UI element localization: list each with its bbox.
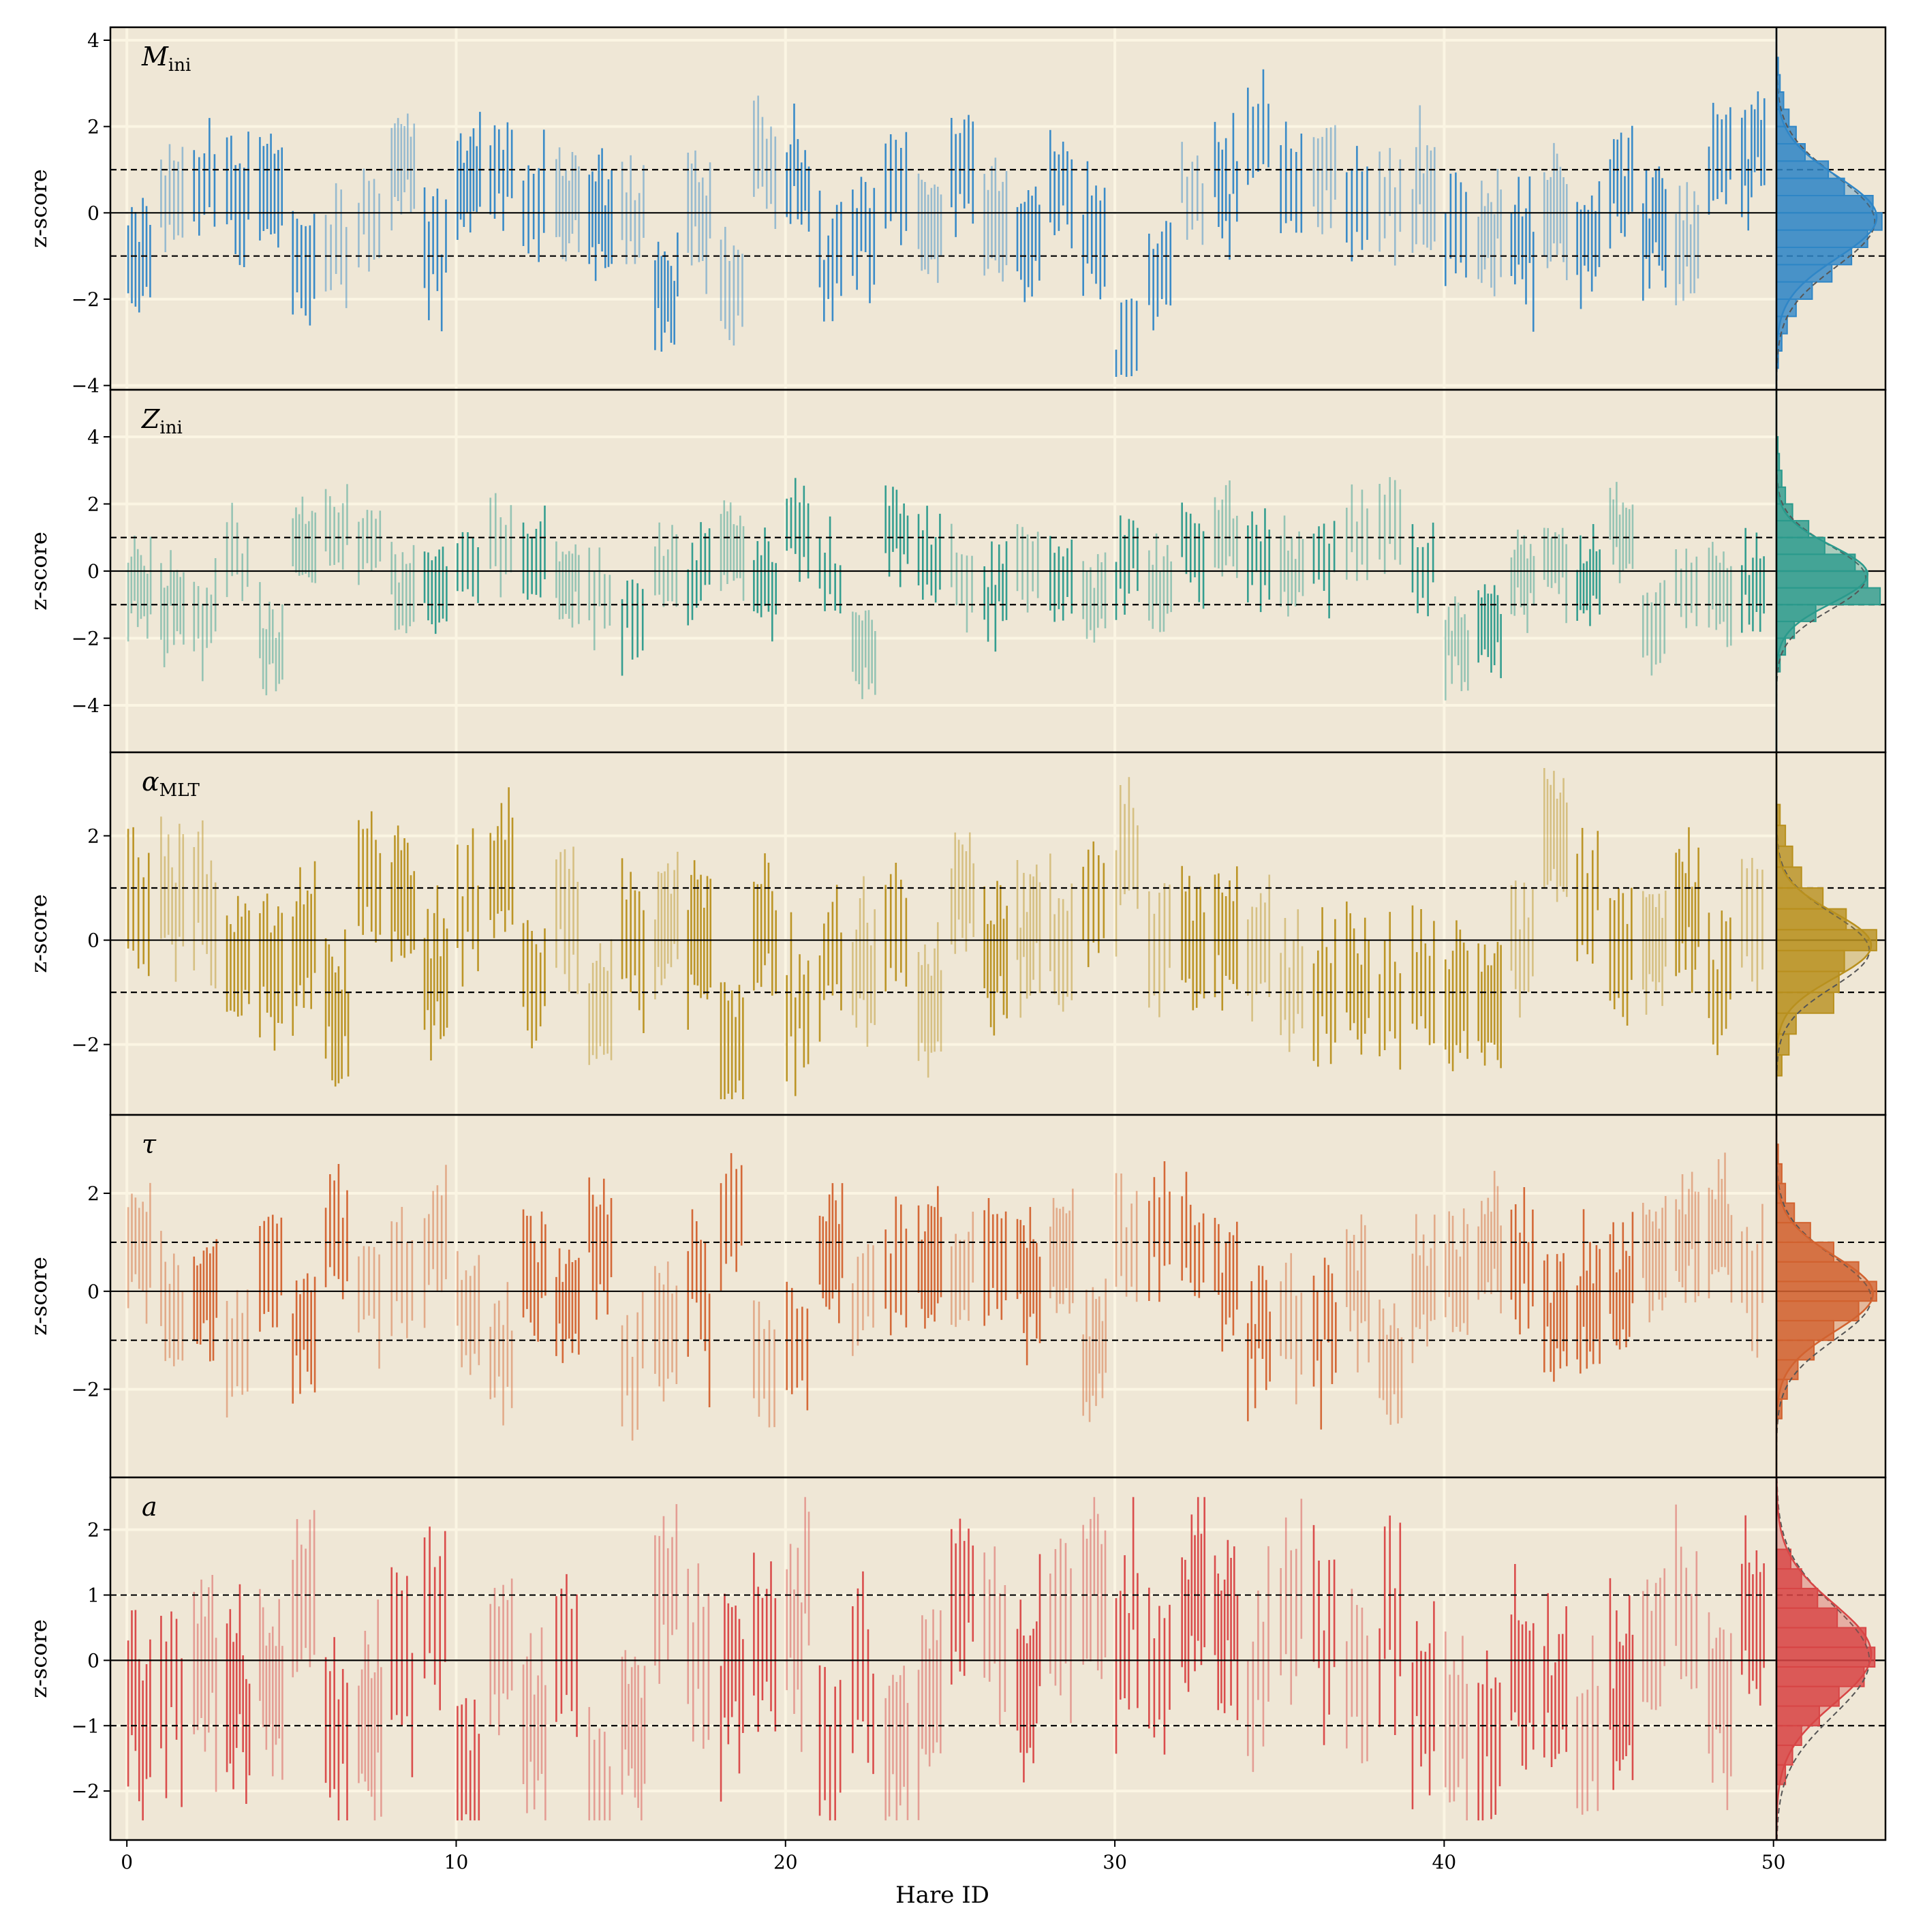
panel-2: −2 0 2 z-score αMLT xyxy=(26,751,1887,1116)
y-tick-label: 2 xyxy=(87,116,99,138)
y-tick-label: 4 xyxy=(87,29,99,52)
y-tick-label: 0 xyxy=(87,560,99,583)
marginal-histogram xyxy=(1775,390,1881,752)
y-axis-label: z-score xyxy=(26,894,52,973)
y-tick-label: −2 xyxy=(72,1379,99,1401)
y-tick-label: −1 xyxy=(72,1715,99,1737)
y-axis-label: z-score xyxy=(26,1257,52,1336)
y-axis-label: z-score xyxy=(26,1619,52,1698)
histogram-bin xyxy=(1776,1666,1865,1687)
parameter-subscript: ini xyxy=(159,418,182,438)
y-tick-label: −4 xyxy=(72,694,99,717)
x-tick-label: 40 xyxy=(1432,1851,1457,1873)
panel-parameter-label: a xyxy=(142,1492,157,1522)
histogram-bin xyxy=(1776,1281,1877,1302)
histogram-bin xyxy=(1776,1607,1838,1629)
y-axis-label: z-score xyxy=(26,532,52,611)
y-axis-label: z-score xyxy=(26,169,52,248)
errorbars-group xyxy=(127,767,1763,1100)
x-tick-label: 0 xyxy=(121,1851,133,1873)
histogram-bin xyxy=(1776,212,1883,231)
errorbars-group xyxy=(127,477,1765,701)
histogram-bin xyxy=(1776,1319,1834,1341)
y-tick-label: 2 xyxy=(87,825,99,847)
panel-parameter-label: αMLT xyxy=(142,767,200,801)
y-tick-label: 0 xyxy=(87,202,99,224)
errorbars-group xyxy=(127,1497,1765,1821)
panel-frame xyxy=(109,1476,1887,1841)
histogram-bin xyxy=(1776,949,1845,972)
histogram-bin xyxy=(1776,195,1874,214)
parameter-subscript: MLT xyxy=(159,780,200,801)
y-tick-label: 0 xyxy=(87,1281,99,1303)
panel-parameter-label: Zini xyxy=(141,404,183,438)
y-tick-label: 2 xyxy=(87,1519,99,1542)
x-axis: 0 10 20 30 40 50 xyxy=(121,1840,1785,1873)
parameter-subscript: ini xyxy=(168,55,191,76)
histogram-bin xyxy=(1776,1222,1811,1243)
marginal-histogram xyxy=(1775,1476,1876,1841)
y-tick-label: 0 xyxy=(87,1649,99,1672)
errorbars-group xyxy=(127,1152,1763,1441)
panel-background xyxy=(110,27,1885,390)
y-tick-label: −2 xyxy=(72,628,99,650)
histogram-bin xyxy=(1776,1587,1819,1609)
histogram-bin xyxy=(1776,177,1845,196)
x-tick-label: 20 xyxy=(773,1851,798,1873)
x-axis-label: Hare ID xyxy=(895,1882,989,1909)
y-tick-label: 0 xyxy=(87,930,99,952)
marginal-histogram xyxy=(1775,27,1883,390)
panel-3: −2 0 2 z-score τ xyxy=(26,1114,1887,1479)
parameter-symbol: a xyxy=(142,1492,157,1522)
errorbars-group xyxy=(127,69,1766,377)
histogram-bin xyxy=(1776,587,1881,606)
parameter-symbol: τ xyxy=(142,1129,157,1159)
y-tick-label: −2 xyxy=(72,1034,99,1056)
y-tick-label: −2 xyxy=(72,288,99,311)
x-tick-label: 10 xyxy=(444,1851,469,1873)
x-tick-label: 50 xyxy=(1761,1851,1786,1873)
parameter-symbol: Z xyxy=(141,404,160,434)
kde-curve xyxy=(1775,1476,1873,1841)
panel-parameter-label: τ xyxy=(142,1129,157,1159)
y-tick-label: 4 xyxy=(87,426,99,448)
histogram-bin xyxy=(1776,536,1826,555)
y-tick-label: −2 xyxy=(72,1780,99,1803)
parameter-symbol: M xyxy=(141,42,169,72)
y-tick-label: 2 xyxy=(87,493,99,515)
x-tick-label: 30 xyxy=(1103,1851,1127,1873)
histogram-bin xyxy=(1776,1646,1876,1668)
panel-parameter-label: Mini xyxy=(141,42,191,76)
panel-0: −4 −2 0 2 4 z-score Mini xyxy=(26,26,1887,397)
y-tick-label: 1 xyxy=(87,1584,99,1607)
y-tick-label: 2 xyxy=(87,1182,99,1205)
histogram-bin xyxy=(1776,570,1868,589)
y-tick-label: −4 xyxy=(72,375,99,397)
marginal-histogram xyxy=(1775,1115,1877,1477)
parameter-symbol: α xyxy=(142,767,159,797)
panel-1: −4 −2 0 2 4 z-score Zini xyxy=(26,388,1887,754)
panel-4: −2 −1 0 1 2 z-score a xyxy=(26,1476,1887,1841)
panels-group: −4 −2 0 2 4 z-score Mini −4 −2 0 2 4 z-score Zini −2 0 2… xyxy=(26,26,1887,1841)
